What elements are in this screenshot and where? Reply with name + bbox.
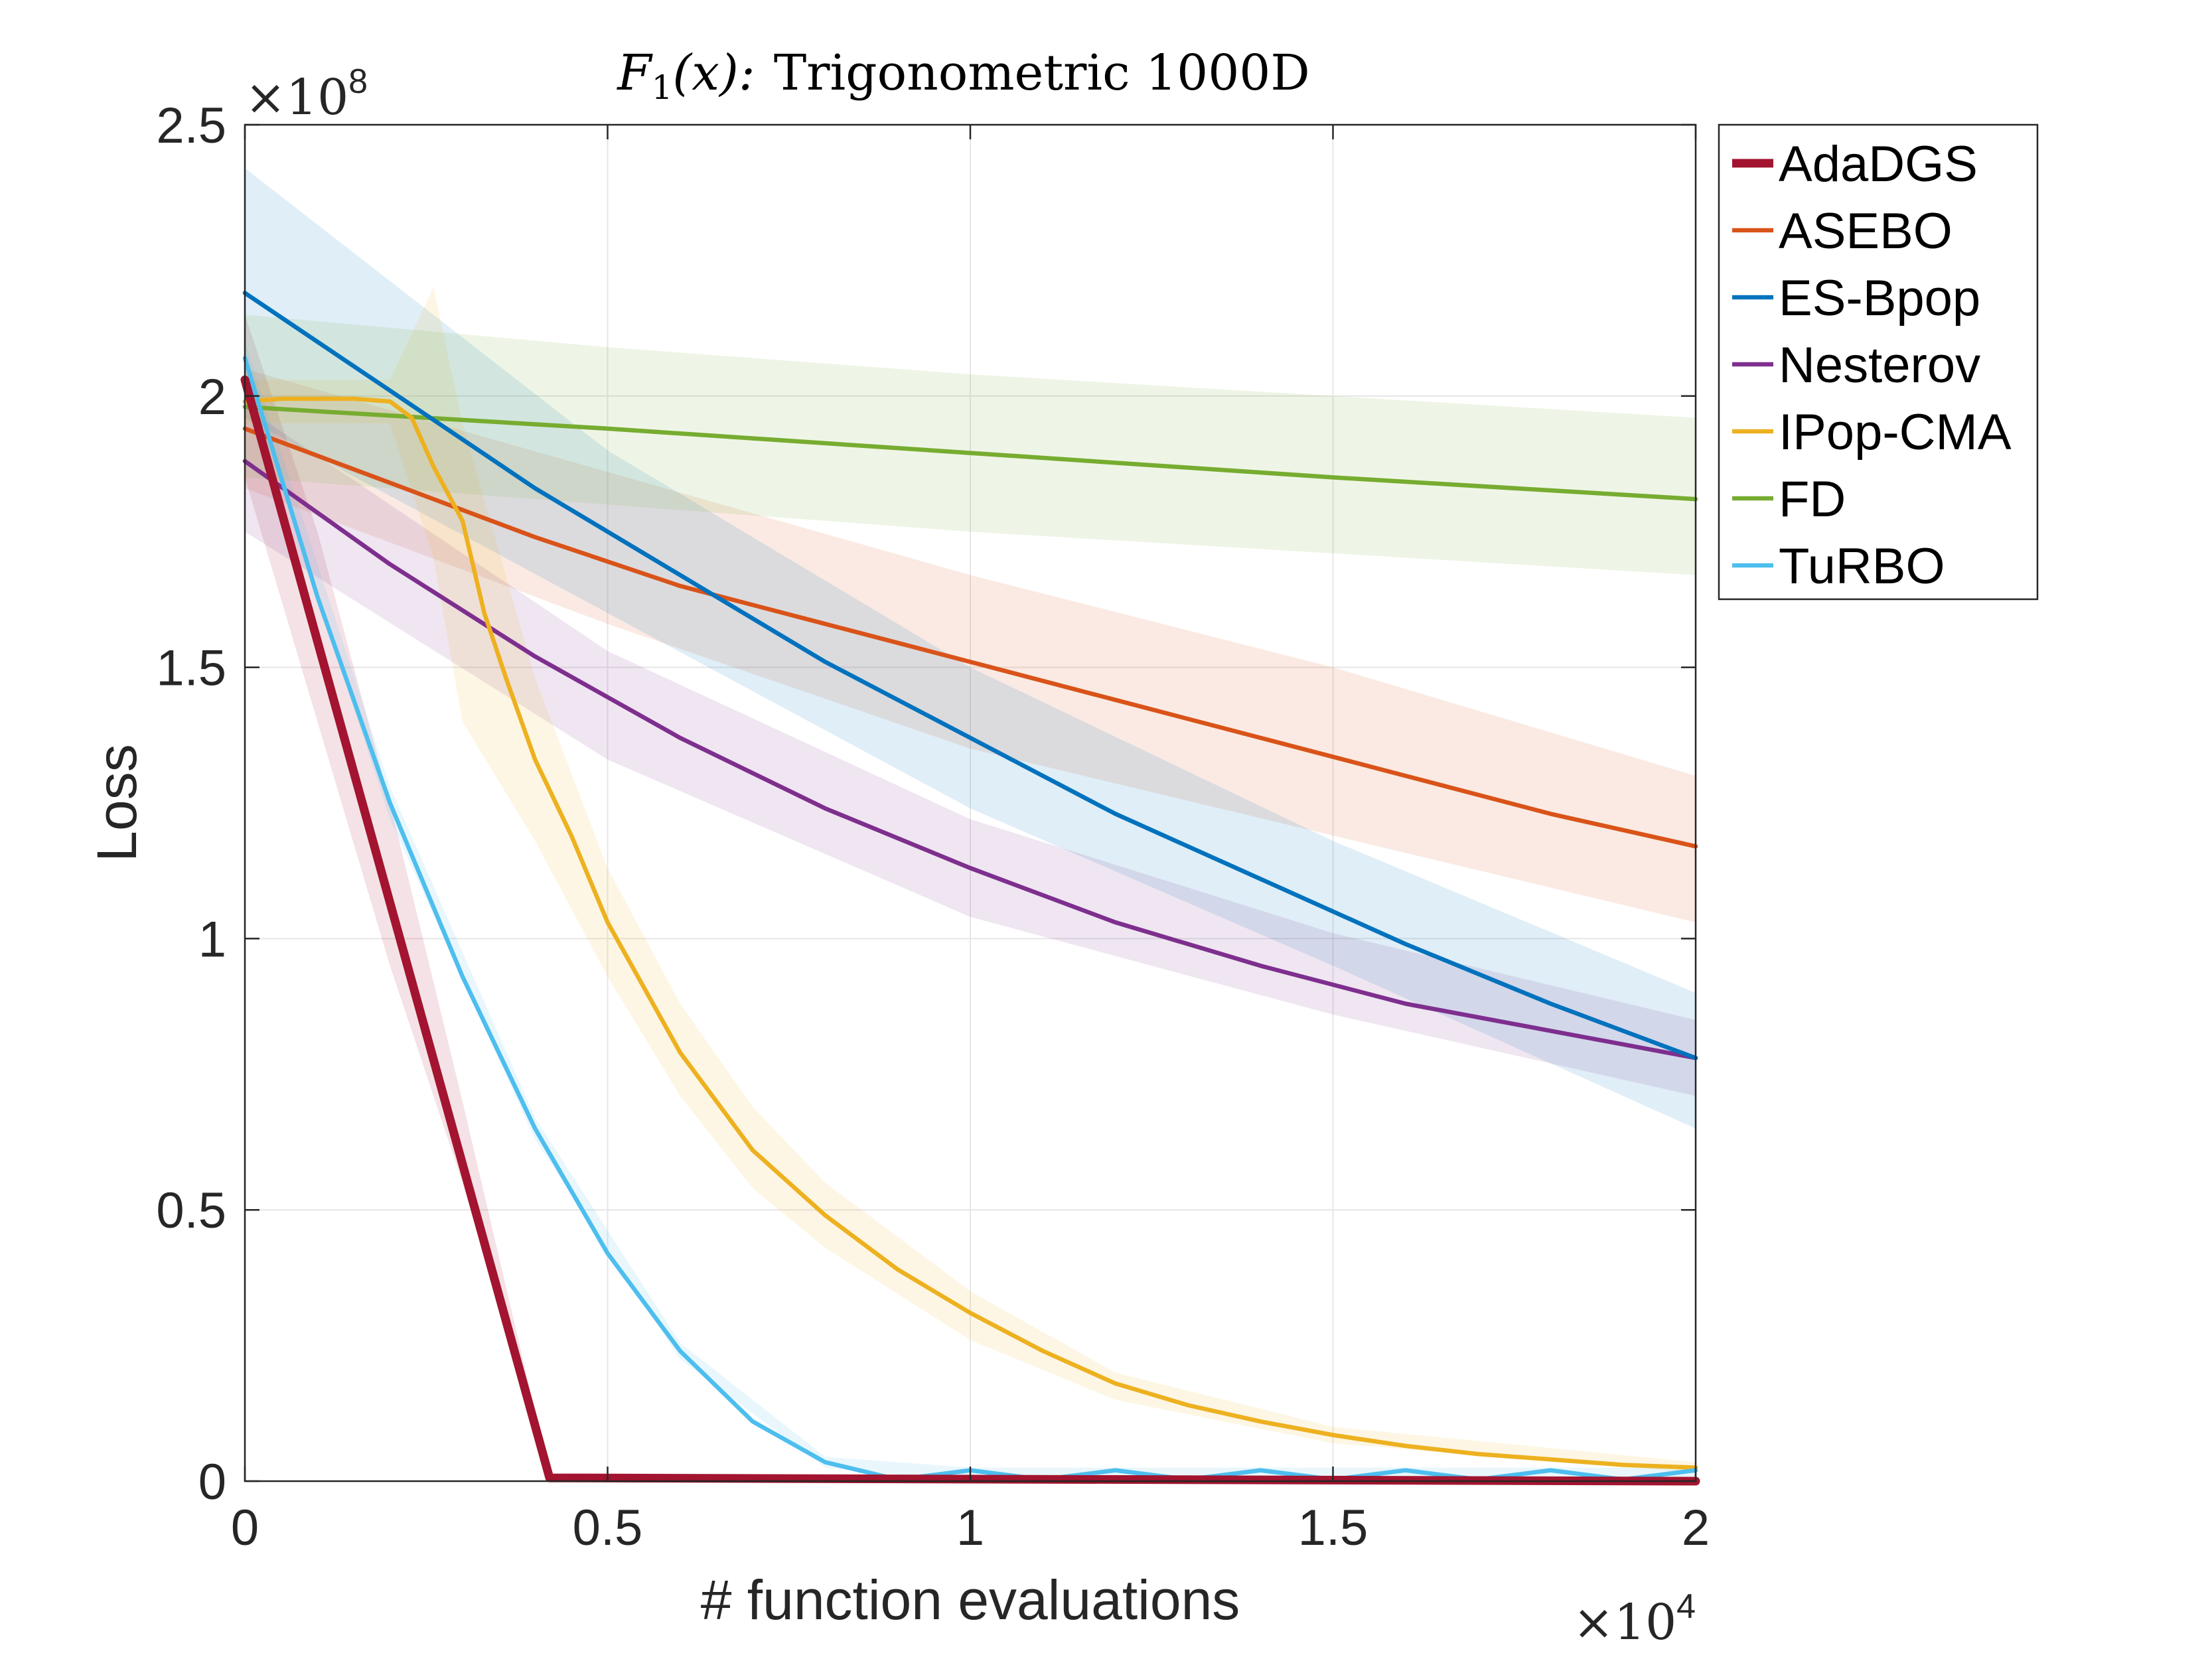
legend-label: FD bbox=[1779, 471, 1846, 528]
y-tick-label: 2 bbox=[198, 369, 226, 425]
legend-item-nesterov: Nesterov bbox=[1732, 337, 1980, 394]
x-axis-multiplier: ×104 bbox=[1573, 1587, 1696, 1651]
title-rest: Trigonometric 1000D bbox=[774, 44, 1310, 102]
confidence-bands bbox=[245, 168, 1696, 1482]
legend-item-es-bpop: ES-Bpop bbox=[1732, 270, 1980, 326]
y-axis-label: Loss bbox=[86, 744, 148, 861]
y-tick-label: 2.5 bbox=[156, 98, 226, 154]
legend-item-asebo: ASEBO bbox=[1732, 203, 1953, 259]
series-lines bbox=[240, 291, 1700, 1486]
x-tick-label: 2 bbox=[1682, 1500, 1710, 1556]
y-tick-label: 1.5 bbox=[156, 640, 226, 697]
band-es-bpop bbox=[245, 168, 1696, 1129]
legend-label: AdaDGS bbox=[1779, 136, 1978, 192]
legend-label: ES-Bpop bbox=[1779, 270, 1980, 326]
y-axis-multiplier: ×108 bbox=[245, 62, 368, 126]
band-asebo bbox=[245, 368, 1696, 922]
title-args: (x): bbox=[672, 44, 755, 102]
axis-ticks: 0 0.5 1 1.5 2 0 0.5 1 1.5 2 2.5 bbox=[156, 98, 1710, 1556]
x-axis-label: # function evaluations bbox=[701, 1569, 1240, 1631]
legend-label: TuRBO bbox=[1779, 538, 1945, 595]
x-tick-label: 1.5 bbox=[1298, 1500, 1368, 1556]
series-line-fd bbox=[242, 404, 1698, 502]
y-tick-label: 0.5 bbox=[156, 1183, 226, 1239]
series-line-asebo bbox=[242, 426, 1698, 849]
y-tick-label: 1 bbox=[198, 911, 226, 968]
series-line-adadgs bbox=[240, 375, 1700, 1486]
band-ipop-cma bbox=[245, 287, 1696, 1473]
legend-label: IPop-CMA bbox=[1779, 404, 2012, 461]
legend: AdaDGS ASEBO ES-Bpop Nesterov IPop-CMA FD TuRB… bbox=[1718, 123, 2039, 601]
legend-label: Nesterov bbox=[1779, 337, 1980, 394]
legend-item-adadgs: AdaDGS bbox=[1732, 136, 1978, 192]
y-tick-label: 0 bbox=[198, 1454, 226, 1510]
band-fd bbox=[245, 315, 1696, 575]
x-tick-label: 1 bbox=[956, 1500, 984, 1556]
legend-box bbox=[1718, 123, 2039, 601]
legend-label: ASEBO bbox=[1779, 203, 1953, 259]
x-tick-label: 0.5 bbox=[573, 1500, 643, 1556]
x-tick-label: 0 bbox=[231, 1500, 259, 1556]
legend-item-fd: FD bbox=[1732, 471, 1846, 528]
title-function: F bbox=[616, 44, 653, 102]
legend-item-ipop-cma: IPop-CMA bbox=[1732, 404, 2012, 461]
chart-title: F1(x): Trigonometric 1000D bbox=[616, 44, 1309, 107]
title-subscript: 1 bbox=[652, 68, 673, 107]
series-line-es-bpop bbox=[242, 291, 1698, 1060]
legend-item-turbo: TuRBO bbox=[1732, 538, 1945, 595]
series-line-ipop-cma bbox=[242, 396, 1698, 1470]
band-nesterov bbox=[245, 407, 1696, 1096]
